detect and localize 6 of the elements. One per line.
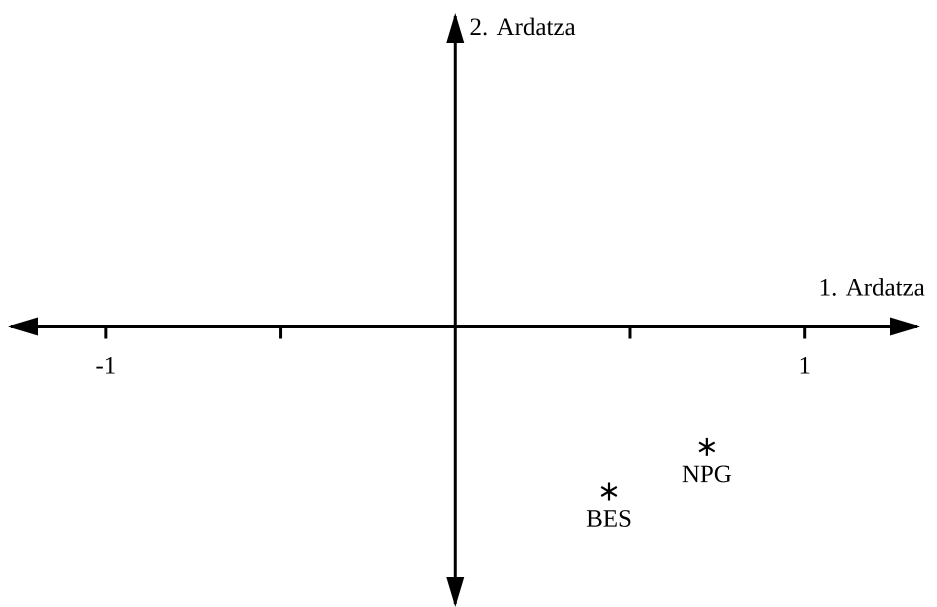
text: 2. Ardatza — [470, 18, 576, 36]
x-tick-label: 1 — [800, 356, 810, 374]
x-axis-title: 1. Ardatza — [820, 278, 924, 296]
annotation: BES — [586, 510, 630, 527]
annotation: NPG — [682, 466, 732, 482]
x-tick-label: -1 — [96, 356, 115, 374]
